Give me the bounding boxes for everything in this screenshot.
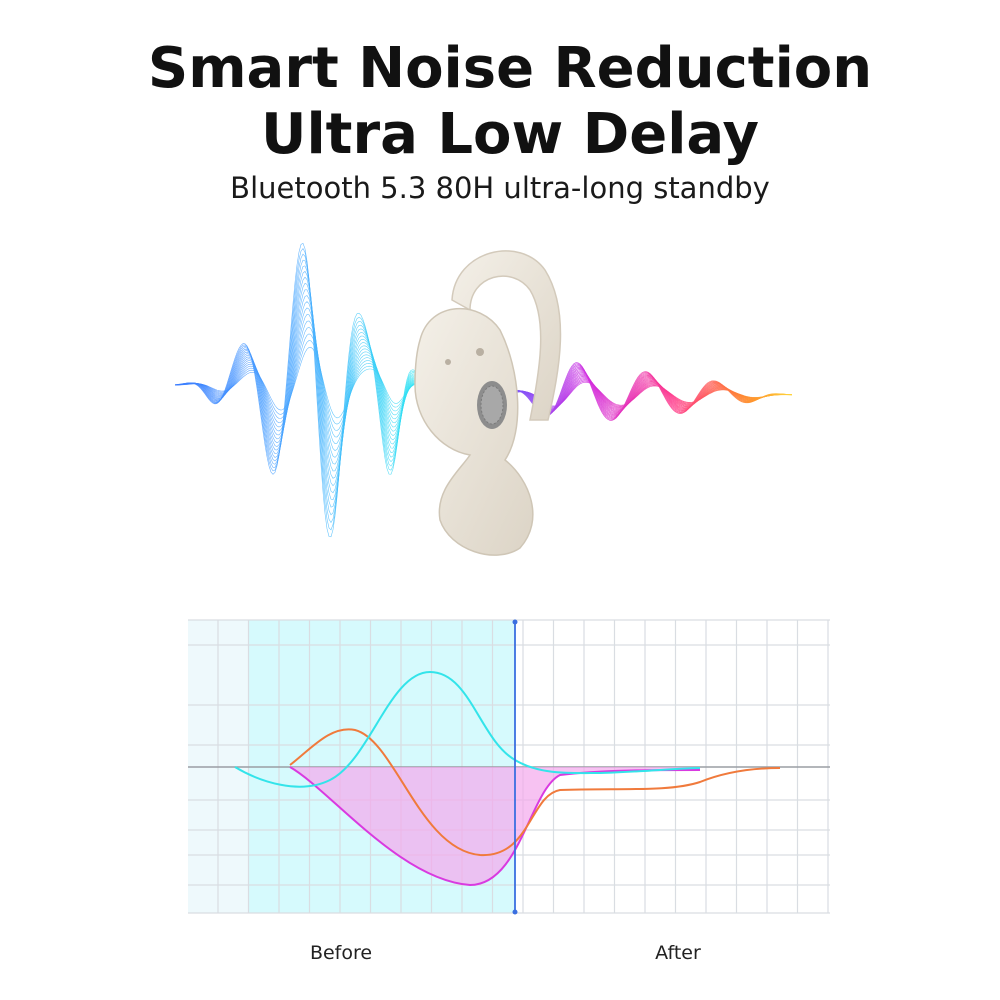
comparison-graph (188, 619, 830, 915)
wave-strand (174, 265, 426, 508)
wave-strand (175, 307, 426, 458)
wave-strand (174, 242, 426, 538)
after-label: After (655, 942, 701, 964)
wave-strand (174, 301, 426, 465)
title-line: Smart Noise Reduction (148, 36, 872, 101)
before-label: Before (310, 942, 372, 964)
wave-strand (174, 326, 426, 438)
title-line: Ultra Low Delay (261, 102, 759, 167)
wave-strand (174, 320, 426, 445)
wave-strand (174, 289, 426, 479)
curve (234, 670, 701, 788)
divider-end (512, 619, 518, 625)
earbud (414, 250, 562, 556)
wave-strand (175, 314, 426, 451)
wave-strand (174, 270, 426, 501)
wave-strand (174, 295, 426, 472)
wave-strand (174, 259, 426, 516)
area (290, 767, 700, 885)
wave-strand (174, 253, 426, 524)
curve (289, 766, 701, 887)
wave-strand (174, 276, 426, 494)
wave-strand (174, 283, 426, 487)
subtitle: Bluetooth 5.3 80H ultra-long standby (230, 171, 770, 205)
wave-strand (175, 346, 426, 419)
wave-strand (174, 247, 426, 531)
wave-strand (175, 340, 426, 425)
wave-strand (174, 333, 426, 431)
curve (289, 728, 781, 857)
divider-end (512, 909, 518, 915)
